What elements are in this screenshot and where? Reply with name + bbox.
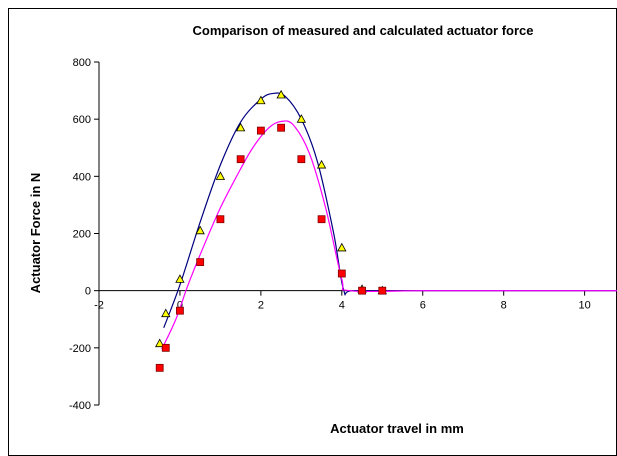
data-point-square — [378, 286, 387, 295]
chart-title: Comparison of measured and calculated ac… — [193, 23, 534, 38]
data-point-square — [256, 126, 265, 135]
data-point-triangle — [296, 114, 307, 123]
data-point-square — [317, 215, 326, 224]
data-point-square — [358, 286, 366, 295]
y-axis-label: Actuator Force in N — [28, 173, 43, 294]
y-tick-label: 800 — [73, 57, 91, 69]
data-point-triangle — [337, 242, 347, 252]
data-point-triangle — [316, 159, 327, 169]
x-tick-label: 4 — [339, 300, 345, 312]
data-point-square — [297, 155, 306, 164]
x-tick-label: 2 — [258, 300, 264, 312]
data-point-square — [277, 123, 286, 132]
data-point-square — [176, 306, 184, 315]
data-point-triangle — [235, 122, 246, 132]
x-tick-label: 0 — [177, 300, 183, 312]
x-tick-label: 8 — [501, 300, 507, 312]
y-tick-label: 200 — [73, 229, 91, 241]
data-point-triangle — [276, 89, 286, 99]
data-point-triangle — [161, 308, 171, 318]
y-tick-label: 400 — [73, 171, 91, 183]
series-line-2 — [163, 92, 617, 329]
data-point-triangle — [195, 225, 205, 235]
data-point-square — [196, 258, 205, 266]
data-point-square — [236, 155, 245, 164]
y-tick-label: 0 — [85, 286, 91, 298]
x-axis-label: Actuator travel in mm — [330, 421, 464, 436]
x-tick-label: 10 — [579, 300, 591, 312]
data-point-triangle — [155, 338, 165, 348]
series-points — [155, 89, 387, 372]
axes — [94, 61, 617, 406]
x-tick-label: -2 — [94, 300, 104, 312]
data-point-triangle — [175, 274, 185, 283]
data-point-square — [161, 343, 170, 352]
x-tick-label: 6 — [420, 300, 426, 312]
y-tick-label: 600 — [73, 114, 91, 126]
chart-border — [8, 8, 617, 456]
data-point-triangle — [215, 171, 226, 180]
y-tick-label: -200 — [69, 343, 91, 355]
series-line-3 — [161, 120, 617, 350]
series-lines — [161, 92, 617, 350]
data-point-square — [337, 269, 346, 278]
data-point-square — [155, 363, 164, 372]
y-tick-label: -400 — [69, 400, 91, 412]
data-point-square — [216, 215, 225, 224]
data-point-triangle — [256, 95, 266, 105]
